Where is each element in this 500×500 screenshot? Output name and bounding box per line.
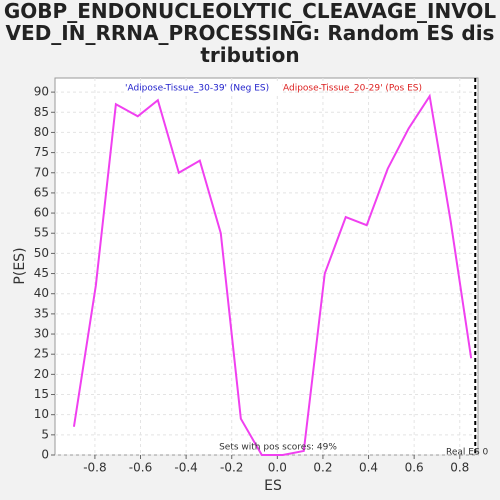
y-axis-label: P(ES): [12, 247, 28, 284]
neg-legend: 'Adipose-Tissue_30-39' (Neg ES): [125, 84, 269, 94]
x-tick-label: 0.8: [450, 461, 469, 475]
y-tick-label: 25: [34, 347, 49, 361]
y-tick-label: 75: [34, 145, 49, 159]
y-tick-label: 85: [34, 105, 49, 119]
annotation: Sets with pos scores: 49%: [219, 443, 337, 453]
x-axis-label: ES: [264, 478, 282, 494]
y-tick-label: 60: [34, 206, 49, 220]
x-tick-label: -0.6: [129, 461, 152, 475]
y-tick-label: 50: [34, 246, 49, 260]
x-tick-label: -0.4: [174, 461, 197, 475]
y-tick-label: 35: [34, 306, 49, 320]
y-tick-label: 0: [41, 448, 49, 462]
y-tick-label: 80: [34, 125, 49, 139]
real-es-label: Real ES 0: [446, 448, 489, 458]
pos-legend: 'Adipose-Tissue_20-29' (Pos ES): [281, 84, 422, 94]
y-tick-label: 90: [34, 85, 49, 99]
x-tick-label: 0.0: [268, 461, 287, 475]
es-line: [72, 93, 473, 456]
y-tick-label: 45: [34, 266, 49, 280]
y-tick-label: 70: [34, 165, 49, 179]
y-tick-label: 20: [34, 367, 49, 381]
chart-title: GOBP_ENDONUCLEOLYTIC_CLEAVAGE_INVOLVED_I…: [3, 0, 497, 67]
x-tick-label: -0.8: [83, 461, 106, 475]
y-tick-label: 5: [41, 427, 49, 441]
y-tick-label: 55: [34, 226, 49, 240]
legend-bg: [124, 82, 282, 94]
y-tick-label: 10: [34, 407, 49, 421]
y-tick-label: 40: [34, 286, 49, 300]
y-tick-label: 30: [34, 327, 49, 341]
plot-area: [54, 77, 479, 456]
x-tick-label: 0.6: [405, 461, 424, 475]
y-tick-label: 15: [34, 387, 49, 401]
x-tick-label: 0.4: [359, 461, 378, 475]
x-tick-label: -0.2: [220, 461, 243, 475]
x-tick-label: 0.2: [313, 461, 332, 475]
y-tick-label: 65: [34, 185, 49, 199]
